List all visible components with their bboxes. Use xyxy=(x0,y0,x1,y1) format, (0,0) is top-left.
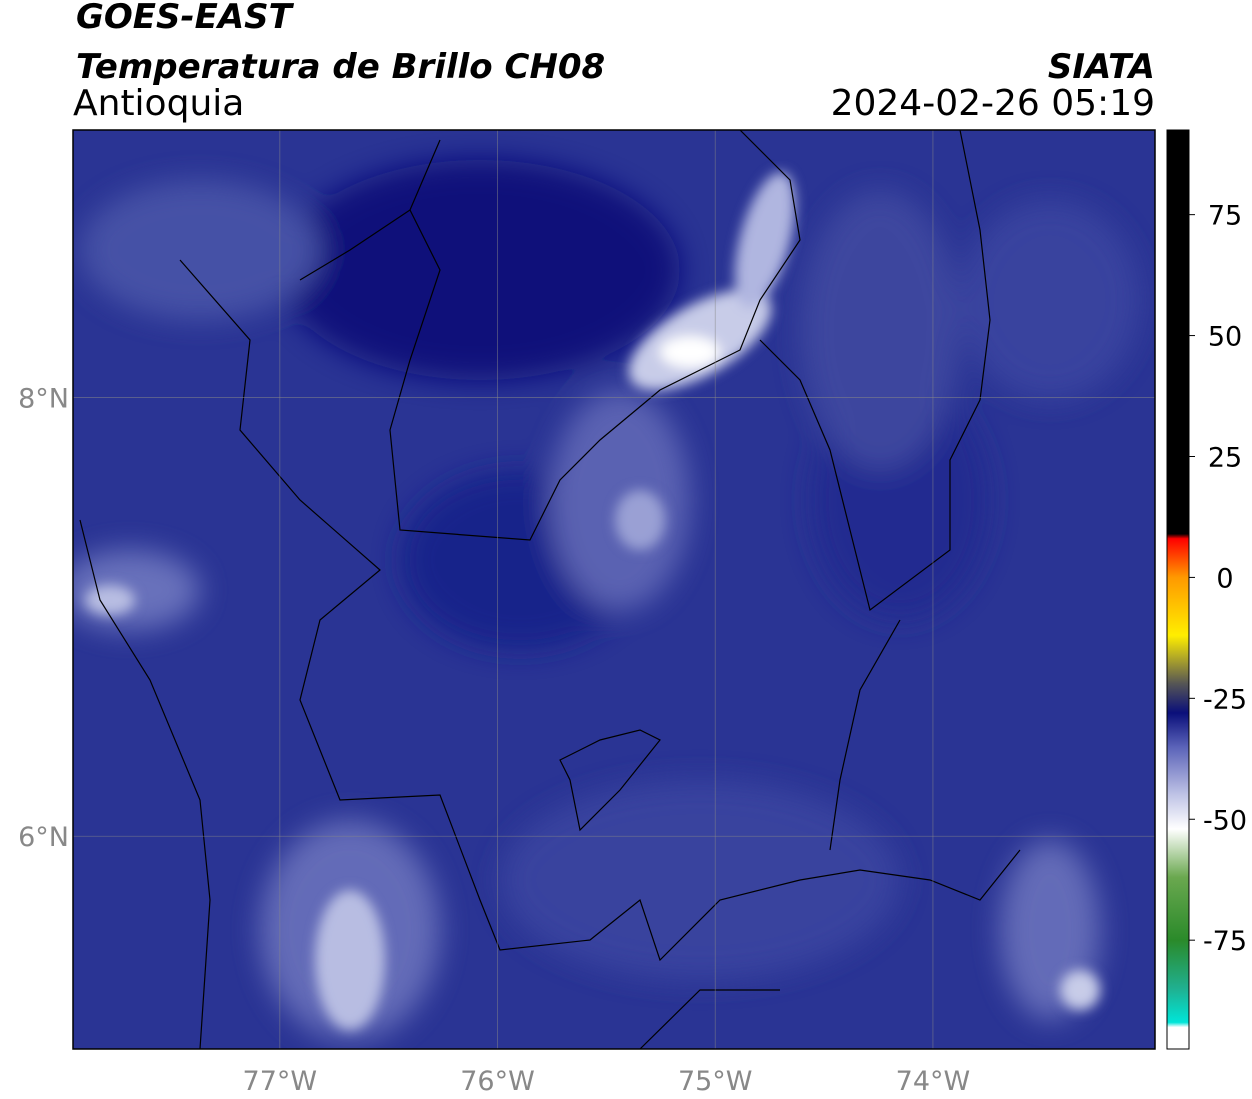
region: Antioquia xyxy=(73,83,244,124)
colorbar-tick-label: 25 xyxy=(1208,442,1242,473)
subtitle: Temperatura de Brillo CH08 xyxy=(76,47,605,87)
colorbar-tick-label: -25 xyxy=(1203,684,1247,715)
colorbar-tick-label: 75 xyxy=(1208,201,1242,232)
colorbar-tick-label: -50 xyxy=(1203,805,1247,836)
colorbar-tick-label: 0 xyxy=(1216,563,1233,594)
timestamp: 2024-02-26 05:19 xyxy=(831,83,1155,124)
x-tick-label: 76°W xyxy=(460,1066,535,1097)
grid xyxy=(73,130,1155,1049)
colorbar-fill xyxy=(1166,129,1190,1050)
map-frame xyxy=(72,129,1156,1050)
x-tick-label: 74°W xyxy=(896,1066,971,1097)
title: GOES-EAST xyxy=(76,0,295,37)
y-tick-label: 6°N xyxy=(18,822,69,853)
colorbar-tick-label: -75 xyxy=(1203,926,1247,957)
satellite-image xyxy=(73,130,1155,1049)
x-tick-label: 77°W xyxy=(243,1066,318,1097)
y-tick-label: 8°N xyxy=(18,384,69,415)
colorbar: 75 50 25 0 -25 -50 -75 xyxy=(1166,129,1247,1050)
source: SIATA xyxy=(1048,47,1155,87)
borders xyxy=(79,130,1021,1049)
x-tick-label: 75°W xyxy=(678,1066,753,1097)
colorbar-tick-label: 50 xyxy=(1208,322,1242,353)
